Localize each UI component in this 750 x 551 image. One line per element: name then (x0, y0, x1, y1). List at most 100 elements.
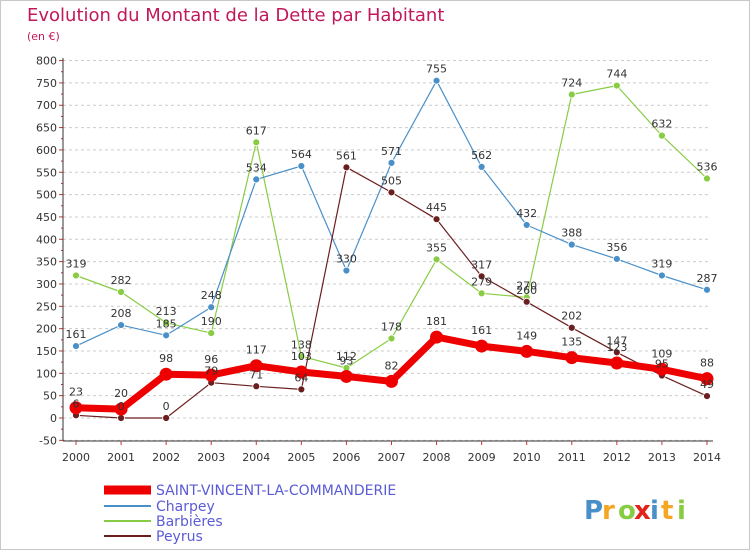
logo-letter: o (618, 496, 636, 526)
data-point (387, 334, 396, 343)
legend: SAINT-VINCENT-LA-COMMANDERIECharpeyBarbi… (104, 483, 396, 545)
data-label: 319 (66, 257, 87, 270)
data-point (522, 297, 531, 306)
data-point (565, 351, 579, 365)
y-tick-label: 50 (43, 390, 57, 403)
x-tick-label: 2005 (287, 451, 315, 464)
data-point (610, 356, 624, 370)
data-point (384, 374, 398, 388)
data-label: 202 (561, 310, 582, 323)
data-point (477, 289, 486, 298)
data-label: 23 (69, 386, 83, 399)
data-point (117, 321, 125, 329)
x-tick-label: 2010 (513, 451, 541, 464)
data-point (342, 163, 351, 172)
x-tick-label: 2009 (468, 451, 496, 464)
data-point (339, 369, 353, 383)
proxiti-logo: Pr ox i t i (584, 496, 686, 526)
x-axis-labels: 2000 2001 2002 2003 2004 2005 2006 2007 2008 2009… (62, 441, 721, 464)
data-label: 270 (516, 279, 537, 292)
y-tick-label: 250 (36, 300, 57, 313)
x-tick-label: 2011 (558, 451, 586, 464)
y-tick-label: 500 (36, 189, 57, 202)
data-label: 356 (606, 241, 627, 254)
data-label: 123 (606, 341, 627, 354)
data-label: 744 (606, 68, 627, 81)
legend-label: Barbières (156, 514, 223, 530)
data-point (387, 188, 396, 197)
data-label: 190 (201, 315, 222, 328)
data-point (252, 138, 261, 147)
data-point (204, 368, 218, 382)
labels-charpey: 161 208 185 248 534 564 330 571 755 562 432 388 356 3… (66, 63, 718, 341)
y-tick-label: 300 (36, 278, 57, 291)
data-point (655, 362, 669, 376)
data-point (703, 285, 711, 294)
data-point (249, 359, 263, 373)
data-label: 20 (114, 387, 128, 400)
data-label: 388 (561, 227, 582, 240)
data-label: 564 (291, 148, 312, 161)
data-label: 432 (516, 207, 537, 220)
data-label: 6 (73, 397, 80, 410)
y-tick-label: 100 (36, 367, 57, 380)
y-tick-label: 150 (36, 345, 57, 358)
data-label: 279 (471, 275, 492, 288)
data-label: 147 (606, 334, 627, 347)
data-point (432, 255, 441, 264)
gridlines: -500501001502002503003504004505005506006… (36, 55, 709, 447)
data-label: 161 (471, 324, 492, 337)
x-tick-label: 2013 (648, 451, 676, 464)
data-point (114, 402, 128, 416)
data-point (252, 382, 261, 391)
data-point (297, 352, 306, 361)
data-label: 355 (426, 241, 447, 254)
y-tick-label: 700 (36, 99, 57, 112)
data-point (520, 344, 534, 358)
data-point (117, 288, 125, 296)
data-label: 181 (426, 315, 447, 328)
data-label: 617 (246, 124, 267, 137)
chart-title: Evolution du Montant de la Dette par Hab… (27, 5, 445, 26)
x-tick-label: 2012 (603, 451, 631, 464)
data-label: 0 (118, 400, 125, 413)
data-label: 282 (111, 274, 132, 287)
data-point (72, 271, 80, 280)
data-label: 562 (471, 149, 492, 162)
y-tick-label: 550 (36, 166, 57, 179)
x-tick-label: 2002 (152, 451, 180, 464)
data-point (432, 76, 441, 85)
chart-unit: (en €) (27, 30, 60, 43)
data-point (297, 162, 306, 170)
y-tick-label: 600 (36, 144, 57, 157)
data-point (658, 271, 666, 280)
data-point (162, 331, 171, 340)
data-point (252, 175, 261, 184)
data-label: 79 (204, 365, 218, 378)
data-point (297, 385, 306, 394)
x-tick-label: 2008 (423, 451, 451, 464)
data-label: 71 (249, 368, 263, 381)
data-label: 88 (700, 357, 714, 370)
data-label: 287 (696, 272, 717, 285)
data-point (162, 414, 171, 422)
data-label: 178 (381, 320, 402, 333)
data-label: 213 (156, 305, 177, 318)
data-label: 330 (336, 253, 357, 266)
data-label: 536 (696, 161, 717, 174)
data-label: 260 (516, 284, 537, 297)
logo-letter: i (677, 496, 686, 526)
y-tick-label: 400 (36, 233, 57, 246)
y-tick-label: 200 (36, 323, 57, 336)
data-point (612, 255, 621, 263)
data-label: 505 (381, 174, 402, 187)
data-label: 149 (516, 329, 537, 342)
data-label: 317 (471, 258, 492, 271)
y-tick-label: 650 (36, 122, 57, 135)
data-label: 319 (651, 257, 672, 270)
data-label: 112 (336, 350, 357, 363)
logo-letter: r (602, 496, 615, 526)
data-label: 571 (381, 145, 402, 158)
